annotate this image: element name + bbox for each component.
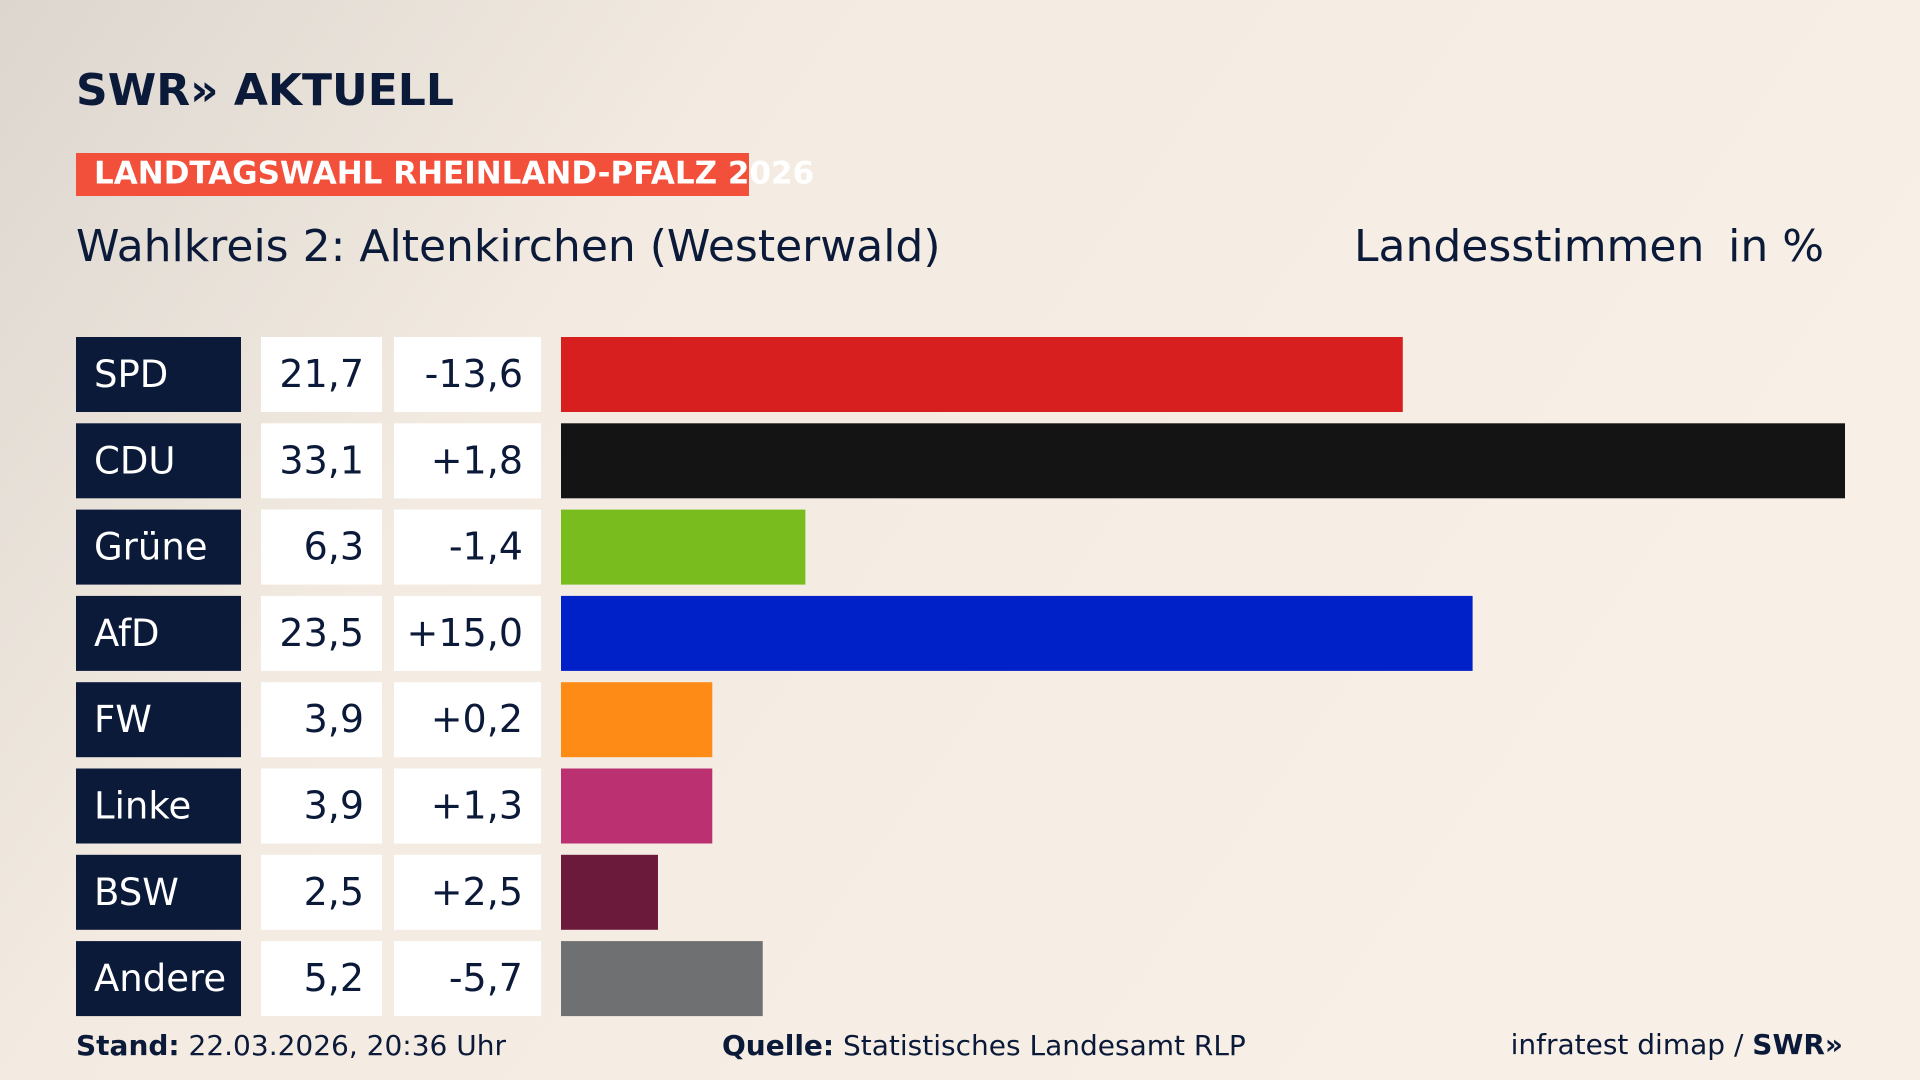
party-box xyxy=(76,509,241,585)
change-label: +1,8 xyxy=(431,438,523,482)
value-cell xyxy=(261,423,382,499)
party-name: FW xyxy=(94,698,152,741)
party-name: Linke xyxy=(94,785,191,828)
bar xyxy=(561,768,713,844)
change-cell xyxy=(394,337,541,412)
badge-text: LANDTAGSWAHL RHEINLAND-PFALZ 2026 xyxy=(94,156,814,192)
change-cell xyxy=(394,509,541,585)
party-box xyxy=(76,682,241,758)
party-name: Grüne xyxy=(94,526,208,569)
value-label: 3,9 xyxy=(304,784,364,828)
party-box xyxy=(76,595,241,671)
credit-logo: SWR» xyxy=(1752,1028,1843,1061)
stand: Stand: 22.03.2026, 20:36 Uhr xyxy=(76,1029,506,1062)
value-label: 3,9 xyxy=(304,697,364,741)
bar xyxy=(561,595,1473,671)
value-cell xyxy=(261,854,382,930)
value-label: 23,5 xyxy=(279,611,364,655)
credit-text: infratest dimap / xyxy=(1511,1028,1744,1061)
value-cell xyxy=(261,595,382,671)
party-box xyxy=(76,941,241,1017)
source: Quelle: Statistisches Landesamt RLP xyxy=(722,1029,1246,1062)
logo: SWR» AKTUELL xyxy=(76,65,454,116)
unit: in % xyxy=(1728,221,1824,272)
source-label: Quelle: xyxy=(722,1029,834,1062)
value-cell xyxy=(261,941,382,1017)
change-label: -1,4 xyxy=(449,525,523,569)
change-cell xyxy=(394,595,541,671)
bar xyxy=(561,682,713,758)
value-cell xyxy=(261,768,382,844)
credit: infratest dimap / SWR» xyxy=(1511,1028,1843,1061)
value-label: 33,1 xyxy=(279,438,364,482)
value-label: 5,2 xyxy=(304,956,364,1000)
change-cell xyxy=(394,854,541,930)
party-box xyxy=(76,854,241,930)
change-cell xyxy=(394,423,541,499)
badge xyxy=(76,153,749,196)
party-name: BSW xyxy=(94,871,179,914)
party-name: AfD xyxy=(94,612,160,655)
change-cell xyxy=(394,768,541,844)
change-label: +15,0 xyxy=(407,611,523,655)
stand-label: Stand: xyxy=(76,1029,180,1062)
bar xyxy=(561,854,658,930)
value-cell xyxy=(261,682,382,758)
change-label: +0,2 xyxy=(431,697,523,741)
bar xyxy=(561,337,1403,412)
bar xyxy=(561,423,1845,499)
chart-title: Wahlkreis 2: Altenkirchen (Westerwald) xyxy=(76,221,941,272)
party-name: SPD xyxy=(94,353,168,396)
party-box xyxy=(76,423,241,499)
value-label: 2,5 xyxy=(304,870,364,914)
bar xyxy=(561,509,806,585)
party-box xyxy=(76,337,241,412)
value-label: 21,7 xyxy=(279,352,364,396)
change-cell xyxy=(394,941,541,1017)
value-cell xyxy=(261,337,382,412)
party-box xyxy=(76,768,241,844)
change-cell xyxy=(394,682,541,758)
source-value: Statistisches Landesamt RLP xyxy=(843,1029,1246,1062)
change-label: +2,5 xyxy=(431,870,523,914)
measure: Landesstimmen xyxy=(1354,221,1704,272)
bar xyxy=(561,941,763,1017)
value-cell xyxy=(261,509,382,585)
stand-value: 22.03.2026, 20:36 Uhr xyxy=(189,1029,507,1062)
change-label: -13,6 xyxy=(425,352,523,396)
party-name: Andere xyxy=(94,957,226,1000)
value-label: 6,3 xyxy=(304,525,364,569)
change-label: +1,3 xyxy=(431,784,523,828)
party-name: CDU xyxy=(94,439,175,482)
change-label: -5,7 xyxy=(449,956,523,1000)
